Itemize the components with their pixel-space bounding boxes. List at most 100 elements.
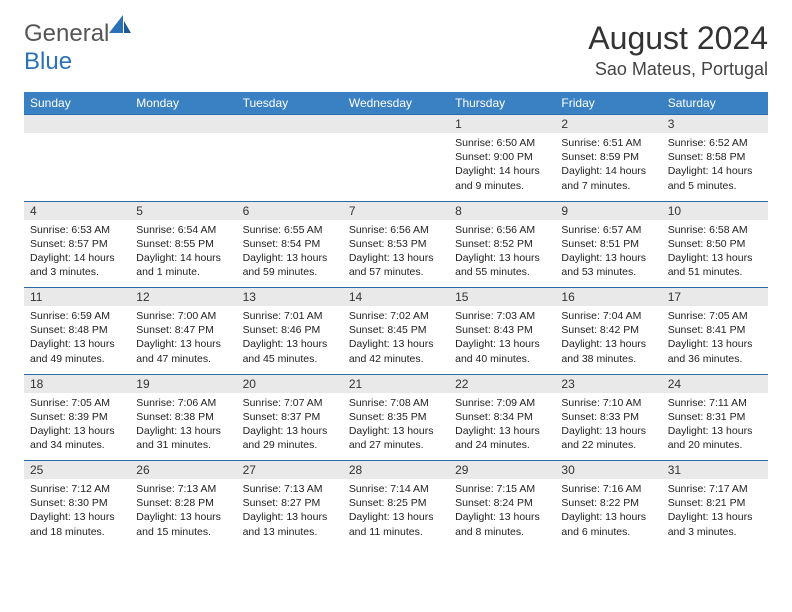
month-title: August 2024 bbox=[588, 20, 768, 57]
daylight-line: Daylight: 13 hours and 27 minutes. bbox=[349, 424, 443, 452]
day-number-row: 45678910 bbox=[24, 201, 768, 220]
sunset-line: Sunset: 8:43 PM bbox=[455, 323, 549, 337]
brand-part1: General bbox=[24, 20, 109, 47]
sunrise-line: Sunrise: 7:04 AM bbox=[561, 309, 655, 323]
day-detail-cell: Sunrise: 6:53 AMSunset: 8:57 PMDaylight:… bbox=[24, 220, 130, 288]
sunrise-line: Sunrise: 7:03 AM bbox=[455, 309, 549, 323]
day-detail-cell: Sunrise: 7:14 AMSunset: 8:25 PMDaylight:… bbox=[343, 479, 449, 547]
daylight-line: Daylight: 13 hours and 29 minutes. bbox=[243, 424, 337, 452]
day-number-row: 18192021222324 bbox=[24, 374, 768, 393]
sunrise-line: Sunrise: 6:52 AM bbox=[668, 136, 762, 150]
daylight-line: Daylight: 13 hours and 47 minutes. bbox=[136, 337, 230, 365]
weekday-header: Monday bbox=[130, 92, 236, 115]
day-number-cell: 17 bbox=[662, 288, 768, 307]
day-detail-cell bbox=[343, 133, 449, 201]
calendar-body: 123Sunrise: 6:50 AMSunset: 9:00 PMDaylig… bbox=[24, 115, 768, 548]
sunset-line: Sunset: 8:28 PM bbox=[136, 496, 230, 510]
sunset-line: Sunset: 8:41 PM bbox=[668, 323, 762, 337]
day-number-cell: 12 bbox=[130, 288, 236, 307]
sunset-line: Sunset: 8:58 PM bbox=[668, 150, 762, 164]
daylight-line: Daylight: 13 hours and 55 minutes. bbox=[455, 251, 549, 279]
day-number-cell bbox=[343, 115, 449, 134]
weekday-header: Thursday bbox=[449, 92, 555, 115]
sunset-line: Sunset: 8:31 PM bbox=[668, 410, 762, 424]
day-number-cell: 15 bbox=[449, 288, 555, 307]
sunrise-line: Sunrise: 6:53 AM bbox=[30, 223, 124, 237]
sunset-line: Sunset: 8:59 PM bbox=[561, 150, 655, 164]
sunset-line: Sunset: 8:21 PM bbox=[668, 496, 762, 510]
day-detail-cell: Sunrise: 7:10 AMSunset: 8:33 PMDaylight:… bbox=[555, 393, 661, 461]
weekday-header: Sunday bbox=[24, 92, 130, 115]
brand-part2: Blue bbox=[24, 48, 72, 75]
day-detail-cell: Sunrise: 6:56 AMSunset: 8:52 PMDaylight:… bbox=[449, 220, 555, 288]
day-number-cell: 4 bbox=[24, 201, 130, 220]
day-detail-cell: Sunrise: 7:08 AMSunset: 8:35 PMDaylight:… bbox=[343, 393, 449, 461]
day-detail-cell: Sunrise: 6:59 AMSunset: 8:48 PMDaylight:… bbox=[24, 306, 130, 374]
day-detail-cell: Sunrise: 7:15 AMSunset: 8:24 PMDaylight:… bbox=[449, 479, 555, 547]
sunrise-line: Sunrise: 7:02 AM bbox=[349, 309, 443, 323]
sunset-line: Sunset: 9:00 PM bbox=[455, 150, 549, 164]
day-detail-cell: Sunrise: 7:11 AMSunset: 8:31 PMDaylight:… bbox=[662, 393, 768, 461]
day-number-cell: 19 bbox=[130, 374, 236, 393]
daylight-line: Daylight: 13 hours and 13 minutes. bbox=[243, 510, 337, 538]
daylight-line: Daylight: 13 hours and 45 minutes. bbox=[243, 337, 337, 365]
sunrise-line: Sunrise: 7:05 AM bbox=[668, 309, 762, 323]
sunrise-line: Sunrise: 6:54 AM bbox=[136, 223, 230, 237]
daylight-line: Daylight: 13 hours and 24 minutes. bbox=[455, 424, 549, 452]
day-number-cell bbox=[130, 115, 236, 134]
day-detail-cell bbox=[130, 133, 236, 201]
sunrise-line: Sunrise: 7:17 AM bbox=[668, 482, 762, 496]
day-detail-cell: Sunrise: 6:57 AMSunset: 8:51 PMDaylight:… bbox=[555, 220, 661, 288]
daylight-line: Daylight: 13 hours and 36 minutes. bbox=[668, 337, 762, 365]
sunset-line: Sunset: 8:46 PM bbox=[243, 323, 337, 337]
weekday-header-row: SundayMondayTuesdayWednesdayThursdayFrid… bbox=[24, 92, 768, 115]
sunrise-line: Sunrise: 7:05 AM bbox=[30, 396, 124, 410]
weekday-header: Friday bbox=[555, 92, 661, 115]
weekday-header: Tuesday bbox=[237, 92, 343, 115]
day-number-cell bbox=[24, 115, 130, 134]
day-detail-cell: Sunrise: 7:12 AMSunset: 8:30 PMDaylight:… bbox=[24, 479, 130, 547]
day-detail-cell: Sunrise: 7:05 AMSunset: 8:41 PMDaylight:… bbox=[662, 306, 768, 374]
sunset-line: Sunset: 8:51 PM bbox=[561, 237, 655, 251]
daylight-line: Daylight: 14 hours and 9 minutes. bbox=[455, 164, 549, 192]
sunset-line: Sunset: 8:24 PM bbox=[455, 496, 549, 510]
day-number-cell: 2 bbox=[555, 115, 661, 134]
sunset-line: Sunset: 8:22 PM bbox=[561, 496, 655, 510]
day-detail-cell: Sunrise: 6:55 AMSunset: 8:54 PMDaylight:… bbox=[237, 220, 343, 288]
daylight-line: Daylight: 13 hours and 3 minutes. bbox=[668, 510, 762, 538]
daylight-line: Daylight: 14 hours and 5 minutes. bbox=[668, 164, 762, 192]
daylight-line: Daylight: 13 hours and 42 minutes. bbox=[349, 337, 443, 365]
daylight-line: Daylight: 13 hours and 53 minutes. bbox=[561, 251, 655, 279]
day-number-cell: 27 bbox=[237, 461, 343, 480]
sunrise-line: Sunrise: 7:14 AM bbox=[349, 482, 443, 496]
day-detail-cell: Sunrise: 7:09 AMSunset: 8:34 PMDaylight:… bbox=[449, 393, 555, 461]
sunset-line: Sunset: 8:48 PM bbox=[30, 323, 124, 337]
sunrise-line: Sunrise: 6:59 AM bbox=[30, 309, 124, 323]
sunset-line: Sunset: 8:25 PM bbox=[349, 496, 443, 510]
day-detail-cell: Sunrise: 7:00 AMSunset: 8:47 PMDaylight:… bbox=[130, 306, 236, 374]
sunset-line: Sunset: 8:54 PM bbox=[243, 237, 337, 251]
weekday-header: Wednesday bbox=[343, 92, 449, 115]
sunset-line: Sunset: 8:39 PM bbox=[30, 410, 124, 424]
day-detail-cell bbox=[24, 133, 130, 201]
brand-text: GeneralBlue bbox=[24, 20, 131, 76]
day-detail-cell: Sunrise: 6:50 AMSunset: 9:00 PMDaylight:… bbox=[449, 133, 555, 201]
sunrise-line: Sunrise: 7:11 AM bbox=[668, 396, 762, 410]
day-number-cell: 7 bbox=[343, 201, 449, 220]
day-detail-row: Sunrise: 6:59 AMSunset: 8:48 PM Daylight:… bbox=[24, 306, 768, 374]
daylight-line: Daylight: 13 hours and 38 minutes. bbox=[561, 337, 655, 365]
day-number-cell: 20 bbox=[237, 374, 343, 393]
day-detail-cell: Sunrise: 7:06 AMSunset: 8:38 PMDaylight:… bbox=[130, 393, 236, 461]
day-number-cell: 6 bbox=[237, 201, 343, 220]
daylight-line: Daylight: 13 hours and 22 minutes. bbox=[561, 424, 655, 452]
sunset-line: Sunset: 8:38 PM bbox=[136, 410, 230, 424]
day-detail-cell: Sunrise: 7:02 AMSunset: 8:45 PMDaylight:… bbox=[343, 306, 449, 374]
daylight-line: Daylight: 13 hours and 51 minutes. bbox=[668, 251, 762, 279]
sunrise-line: Sunrise: 6:58 AM bbox=[668, 223, 762, 237]
sunrise-line: Sunrise: 7:10 AM bbox=[561, 396, 655, 410]
location: Sao Mateus, Portugal bbox=[588, 59, 768, 80]
day-number-cell: 16 bbox=[555, 288, 661, 307]
sunset-line: Sunset: 8:47 PM bbox=[136, 323, 230, 337]
calendar-table: SundayMondayTuesdayWednesdayThursdayFrid… bbox=[24, 92, 768, 547]
daylight-line: Daylight: 13 hours and 59 minutes. bbox=[243, 251, 337, 279]
